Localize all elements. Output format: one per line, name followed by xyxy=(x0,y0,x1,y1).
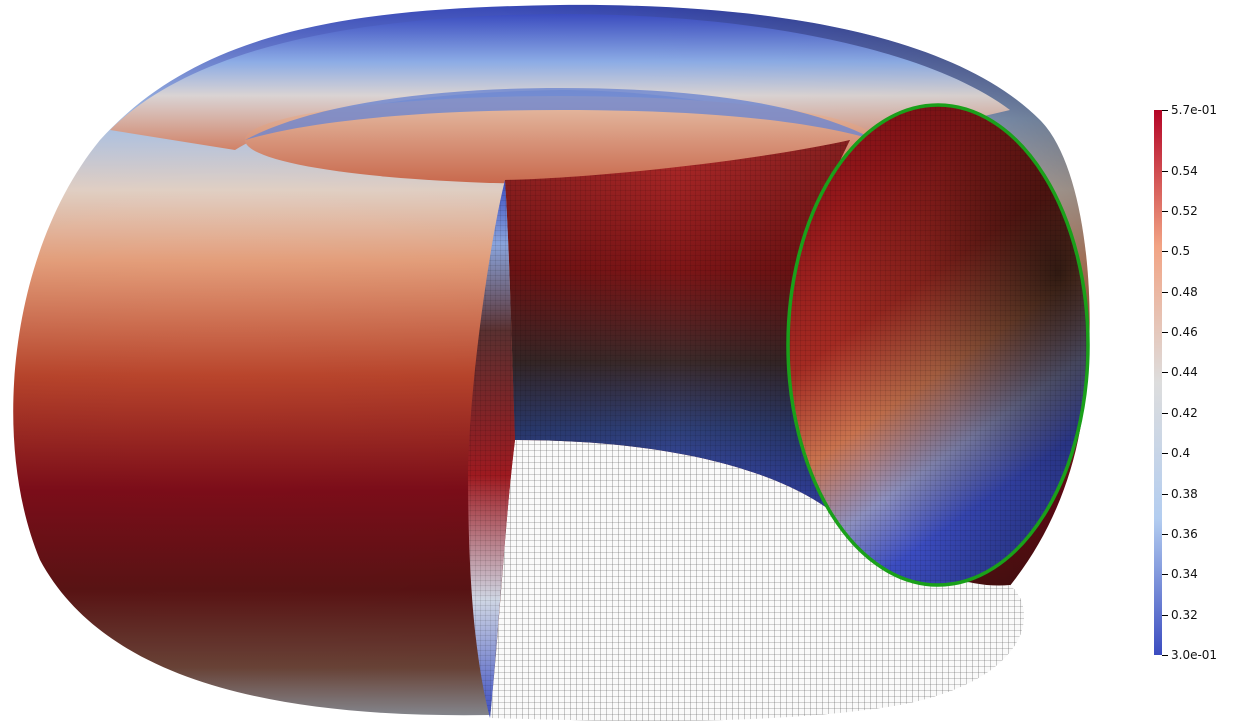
color-legend-tick-label: 3.0e-01 xyxy=(1171,648,1218,662)
color-legend-tick-mark xyxy=(1162,655,1168,656)
color-legend-tick-mark xyxy=(1162,110,1168,111)
color-legend-tick-label: 0.38 xyxy=(1171,486,1198,501)
cutaway-tunnel-wall xyxy=(505,140,850,510)
color-legend-tick-mark xyxy=(1162,372,1168,374)
color-legend-tick-mark xyxy=(1162,614,1168,616)
color-legend: 5.7e-01 0.54 0.52 0.5 0.48 0.46 0.44 0.42 0.4 0.3… xyxy=(1150,103,1234,662)
cutaway-wireframe-floor xyxy=(490,440,1025,721)
color-legend-tick-label: 0.48 xyxy=(1171,284,1198,299)
color-legend-tick-mark xyxy=(1162,493,1168,495)
color-legend-tick-label: 0.42 xyxy=(1171,405,1198,420)
cutaway-section-edge xyxy=(468,180,515,718)
color-legend-tick-label: 0.46 xyxy=(1171,325,1198,340)
color-legend-tick-label: 0.52 xyxy=(1171,203,1198,218)
color-legend-tick-label: 0.4 xyxy=(1171,446,1191,461)
color-legend-tick-label: 0.44 xyxy=(1171,365,1198,380)
color-legend-tick-label: 0.32 xyxy=(1171,607,1198,622)
color-legend-bar xyxy=(1154,110,1162,655)
torus-top-ring xyxy=(110,14,1010,184)
color-legend-tick-mark xyxy=(1162,453,1168,455)
color-legend-tick-mark xyxy=(1162,533,1168,535)
color-legend-tick-mark xyxy=(1162,574,1168,576)
cross-section-outline xyxy=(786,103,1090,587)
color-legend-tick-mark xyxy=(1162,332,1168,334)
color-legend-tick-mark xyxy=(1162,291,1168,293)
cross-section-disk xyxy=(786,103,1090,587)
color-legend-tick-label: 5.7e-01 xyxy=(1171,103,1218,117)
color-legend-tick-mark xyxy=(1162,170,1168,172)
color-legend-tick-label: 0.5 xyxy=(1171,244,1191,259)
color-legend-tick-label: 0.34 xyxy=(1171,567,1198,582)
color-legend-tick-label: 0.36 xyxy=(1171,526,1198,541)
color-legend-tick-mark xyxy=(1162,412,1168,414)
color-legend-tick-label: 0.54 xyxy=(1171,163,1198,178)
color-legend-tick-mark xyxy=(1162,251,1168,253)
color-legend-tick-mark xyxy=(1162,210,1168,212)
